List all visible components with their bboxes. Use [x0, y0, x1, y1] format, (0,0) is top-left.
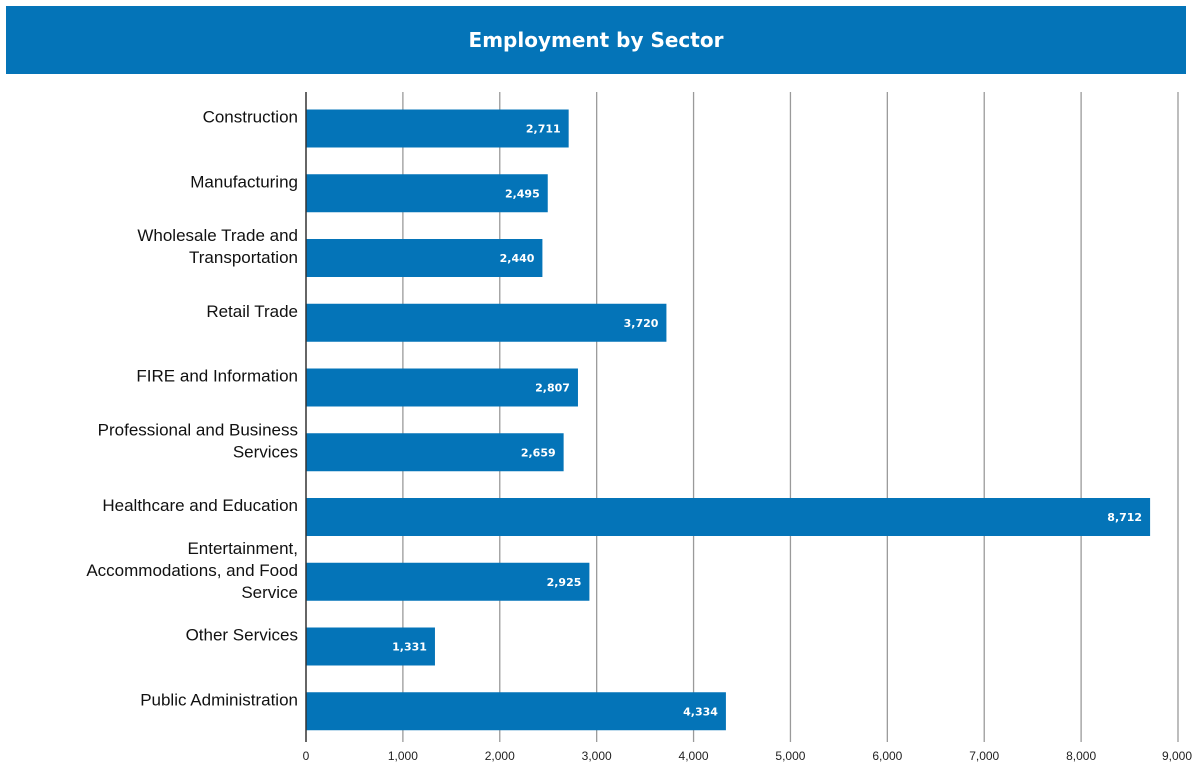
category-label: Construction — [203, 108, 298, 127]
tick-labels: 0 1,000 2,000 3,000 4,000 5,000 6,000 7,000 8,00… — [303, 749, 1193, 763]
chart-title-banner: Employment by Sector — [6, 6, 1186, 74]
x-tick-label: 9,000 — [1162, 749, 1192, 763]
data-label: 2,495 — [505, 187, 540, 200]
data-label: 2,807 — [535, 382, 570, 395]
data-label: 1,331 — [392, 641, 427, 654]
category-label-line: Accommodations, and Food — [86, 561, 298, 580]
category-label: Manufacturing — [190, 172, 298, 191]
gridlines — [402, 92, 1179, 742]
x-tick-label: 4,000 — [679, 749, 709, 763]
category-label-line: Construction — [203, 108, 298, 127]
category-label: Public Administration — [140, 690, 298, 709]
bar — [306, 627, 435, 666]
x-tick-label: 7,000 — [969, 749, 999, 763]
data-label: 3,720 — [624, 317, 659, 330]
category-label: FIRE and Information — [136, 367, 298, 386]
x-tick-label: 0 — [303, 749, 310, 763]
bar — [306, 562, 590, 601]
x-tick-label: 6,000 — [872, 749, 902, 763]
x-tick-label: 3,000 — [582, 749, 612, 763]
x-tick-label: 1,000 — [388, 749, 418, 763]
bar — [306, 433, 564, 472]
category-label: Wholesale Trade and Transportation — [137, 226, 298, 267]
data-label: 4,334 — [683, 705, 718, 718]
x-tick-label: 8,000 — [1066, 749, 1096, 763]
category-label: Healthcare and Education — [102, 496, 298, 515]
category-label: Other Services — [186, 626, 298, 645]
x-tick-label: 2,000 — [485, 749, 515, 763]
category-label: Retail Trade — [206, 302, 298, 321]
data-label: 8,712 — [1107, 511, 1142, 524]
bar — [306, 239, 543, 277]
bar — [306, 692, 726, 731]
bar — [306, 368, 578, 407]
x-tick-label: 5,000 — [775, 749, 805, 763]
bar — [306, 498, 1151, 536]
category-label-line: Services — [233, 442, 298, 461]
data-label: 2,711 — [526, 123, 561, 136]
category-label: Entertainment, Accommodations, and Food Se… — [86, 539, 298, 602]
data-label: 2,440 — [500, 252, 535, 265]
category-label-line: FIRE and Information — [136, 367, 298, 386]
category-label: Professional and Business Services — [98, 420, 298, 461]
category-label-line: Entertainment, — [187, 539, 298, 558]
bar — [306, 174, 548, 213]
data-label: 2,659 — [521, 446, 556, 459]
category-labels: Construction Manufacturing Wholesale Trade… — [86, 108, 298, 710]
category-label-line: Manufacturing — [190, 172, 298, 191]
category-label-line: Retail Trade — [206, 302, 298, 321]
chart-title: Employment by Sector — [468, 28, 724, 52]
category-label-line: Public Administration — [140, 690, 298, 709]
data-label: 2,925 — [547, 576, 582, 589]
category-label-line: Professional and Business — [98, 420, 298, 439]
category-label-line: Other Services — [186, 626, 298, 645]
category-label-line: Healthcare and Education — [102, 496, 298, 515]
category-label-line: Service — [241, 583, 298, 602]
category-label-line: Transportation — [189, 248, 298, 267]
category-label-line: Wholesale Trade and — [137, 226, 298, 245]
bar — [306, 303, 667, 342]
bar — [306, 109, 569, 148]
bars: 2,711 2,495 2,440 3,720 2,807 2,659 8,712 2,925… — [306, 109, 1151, 731]
